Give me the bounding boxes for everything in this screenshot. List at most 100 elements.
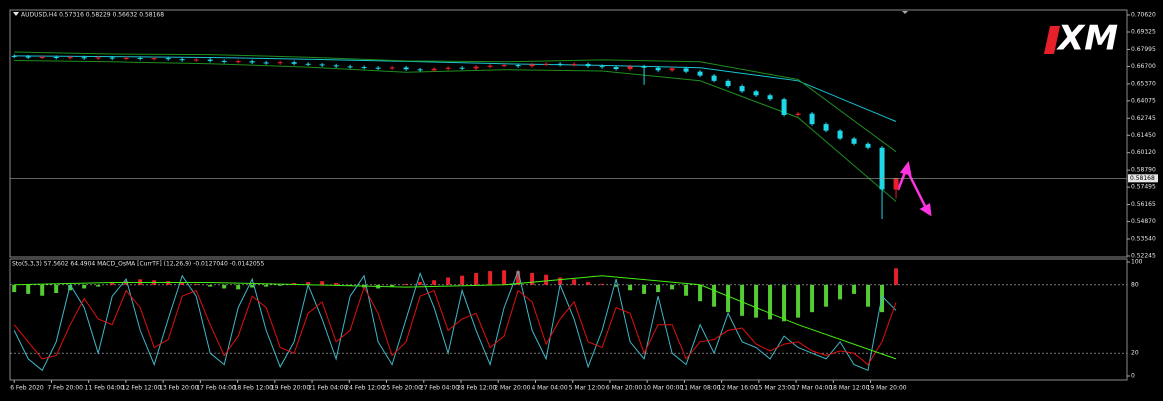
- candle-body: [361, 67, 367, 69]
- candle-body: [235, 61, 241, 63]
- candle-body: [571, 64, 577, 66]
- candle-body: [25, 56, 31, 58]
- indicator-line: [14, 275, 897, 360]
- osma-bar: [754, 284, 759, 318]
- x-tick-label: 27 Feb 04:00: [420, 385, 460, 392]
- osma-bar: [180, 282, 185, 285]
- x-tick-label: 5 Mar 12:00: [569, 385, 605, 392]
- osma-bar: [670, 284, 675, 290]
- candle-body: [543, 63, 549, 65]
- osma-bar: [712, 284, 717, 307]
- y-tick-label: 0.62745: [1131, 115, 1156, 122]
- candle-body: [585, 64, 591, 67]
- candle-body: [893, 178, 899, 190]
- x-tick-label: 11 Feb 04:00: [85, 385, 125, 392]
- candle-body: [81, 57, 87, 59]
- x-tick-label: 17 Feb 04:00: [196, 385, 236, 392]
- indicator-line: [14, 60, 897, 202]
- osma-bar: [278, 284, 283, 286]
- y-tick-label: 0.61450: [1131, 132, 1156, 139]
- osma-bar: [852, 284, 857, 294]
- osma-bar: [418, 282, 423, 285]
- candle-body: [725, 80, 731, 87]
- osma-bar: [54, 284, 59, 294]
- menu-triangle[interactable]: [13, 12, 19, 16]
- oscillator-panel-frame: [9, 258, 1128, 381]
- candle-body: [11, 55, 17, 57]
- logo-accent: [1044, 26, 1060, 54]
- osma-bar: [390, 284, 395, 287]
- osma-bar: [26, 284, 31, 294]
- osma-bar: [320, 281, 325, 285]
- y-tick-label: 80: [1131, 281, 1139, 288]
- y-tick-label: 0.64075: [1131, 97, 1156, 104]
- y-tick-label: 0.67995: [1131, 46, 1156, 53]
- candle-body: [305, 63, 311, 65]
- osma-bar: [82, 284, 87, 289]
- candle-body: [669, 68, 675, 71]
- candle-body: [865, 143, 871, 148]
- osma-bar: [572, 279, 577, 285]
- x-tick-label: 18 Feb 12:00: [234, 385, 274, 392]
- y-tick-label: 0.60120: [1131, 149, 1156, 156]
- candle-body: [277, 62, 283, 64]
- y-tick-label: 0.70620: [1131, 12, 1156, 19]
- candle-body: [431, 68, 437, 71]
- osma-bar: [348, 284, 353, 286]
- osma-bar: [684, 284, 689, 296]
- candle-body: [389, 67, 395, 69]
- candle-body: [179, 59, 185, 61]
- osma-bar: [222, 284, 227, 289]
- osma-bar: [250, 284, 255, 288]
- osma-bar: [740, 284, 745, 316]
- osma-bar: [306, 282, 311, 285]
- osma-bar: [432, 280, 437, 285]
- y-tick-label: 0.53540: [1131, 236, 1156, 243]
- candle-body: [375, 67, 381, 69]
- y-tick-label: 20: [1131, 350, 1139, 357]
- y-tick-label: 0.69325: [1131, 28, 1156, 35]
- candle-body: [53, 56, 59, 58]
- last-price-box: [1128, 174, 1158, 183]
- osma-bar: [768, 284, 773, 320]
- indicator-line: [14, 51, 897, 153]
- osma-bar: [558, 277, 563, 285]
- arrow-down: [905, 169, 928, 209]
- osma-bar: [614, 284, 619, 287]
- y-tick-label: 0.56165: [1131, 201, 1156, 208]
- candle-body: [109, 57, 115, 59]
- y-tick-label: 100: [1131, 259, 1143, 266]
- x-tick-label: 4 Mar 04:00: [531, 385, 567, 392]
- candle-body: [795, 113, 801, 115]
- osma-bar: [292, 282, 297, 285]
- x-tick-label: 2 Mar 20:00: [494, 385, 530, 392]
- y-tick-label: 0.58790: [1131, 167, 1156, 174]
- price-panel-frame: [9, 9, 1128, 258]
- candle-body: [151, 58, 157, 60]
- x-tick-label: 12 Mar 16:00: [718, 385, 758, 392]
- osma-bar: [194, 283, 199, 285]
- osma-bar: [502, 270, 507, 285]
- candle-body: [263, 62, 269, 64]
- candle-body: [655, 67, 661, 71]
- osma-bar: [726, 284, 731, 313]
- candle-body: [459, 67, 465, 69]
- osma-bar: [40, 284, 45, 296]
- candle-body: [193, 59, 199, 61]
- candle-body: [95, 57, 101, 59]
- y-tick-label: 0.66700: [1131, 63, 1156, 70]
- price-panel-title: AUDUSD,H4 0.57316 0.58229 0.56632 0.5816…: [21, 12, 164, 19]
- last-price-label: 0.58168: [1130, 175, 1155, 182]
- osma-bar: [474, 272, 479, 285]
- candle-body: [123, 57, 129, 59]
- osma-bar: [530, 272, 535, 285]
- candle-body: [473, 66, 479, 69]
- x-tick-label: 17 Mar 04:00: [792, 385, 832, 392]
- x-tick-label: 19 Feb 20:00: [271, 385, 311, 392]
- x-tick-label: 10 Mar 00:00: [643, 385, 683, 392]
- y-tick-label: 0.65370: [1131, 80, 1156, 87]
- y-tick-label: 0.52245: [1131, 253, 1156, 260]
- osma-bar: [236, 284, 241, 290]
